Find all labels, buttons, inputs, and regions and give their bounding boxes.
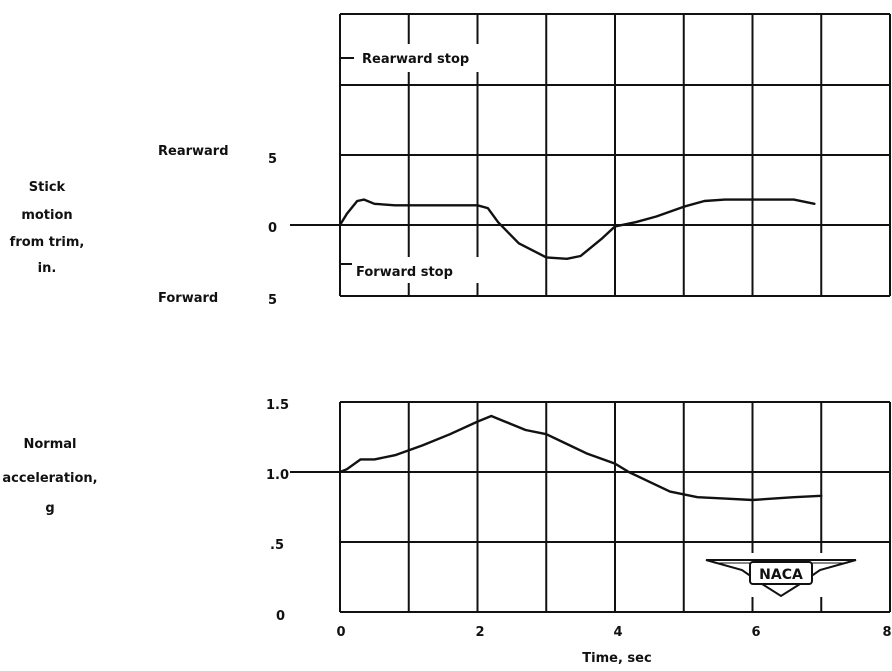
accel-y-tick-label-0.5: .5	[270, 538, 284, 553]
accel-ylabel-line-3: g	[45, 501, 54, 516]
accel-ylabel-line-2: acceleration,	[2, 471, 97, 486]
naca-logo: NACA	[705, 553, 857, 598]
rearward-stop-annotation: Rearward stop	[362, 52, 469, 67]
forward-stop-annotation: Forward stop	[356, 265, 453, 280]
x-tick-label-8: 8	[882, 625, 891, 640]
accel-ylabel-line-1: Normal	[24, 437, 77, 452]
rearward-stop-label-bg	[352, 44, 510, 72]
stick-motion-series-line	[338, 198, 816, 260]
stick-motion-grid	[339, 13, 891, 297]
stick-ylabel-line-1: Stick	[29, 180, 66, 195]
x-axis-label: Time, sec	[582, 651, 651, 666]
x-tick-label-4: 4	[613, 625, 622, 640]
stick-y-tick-label-rearward-5: 5	[268, 152, 277, 167]
forward-direction-label: Forward	[158, 291, 218, 306]
forward-stop-label-bg	[352, 257, 492, 283]
stick-y-tick-label-forward-5: 5	[268, 293, 277, 308]
x-tick-label-6: 6	[751, 625, 760, 640]
accel-y-tick-label-1.5: 1.5	[266, 398, 289, 413]
x-tick-label-0: 0	[336, 625, 345, 640]
normal-acceleration-series-line	[338, 414, 823, 502]
naca-logo-text: NACA	[759, 567, 803, 583]
stick-y-tick-label-0: 0	[268, 221, 277, 236]
accel-y-tick-label-0: 0	[276, 609, 285, 624]
rearward-direction-label: Rearward	[158, 144, 229, 159]
stick-motion-panel: Stick motion from trim, in. Rearward For…	[10, 13, 891, 308]
normal-acceleration-panel: Normal acceleration, g 1.5 1.0 .5 0 0 2 …	[2, 398, 891, 666]
stick-ylabel-line-3: from trim,	[10, 235, 85, 250]
naca-logo-box	[749, 561, 813, 585]
stick-ylabel-line-2: motion	[21, 208, 72, 223]
x-tick-label-2: 2	[475, 625, 484, 640]
stick-ylabel-line-4: in.	[38, 261, 57, 276]
accel-y-tick-label-1.0: 1.0	[266, 468, 289, 483]
acceleration-grid	[339, 401, 891, 613]
